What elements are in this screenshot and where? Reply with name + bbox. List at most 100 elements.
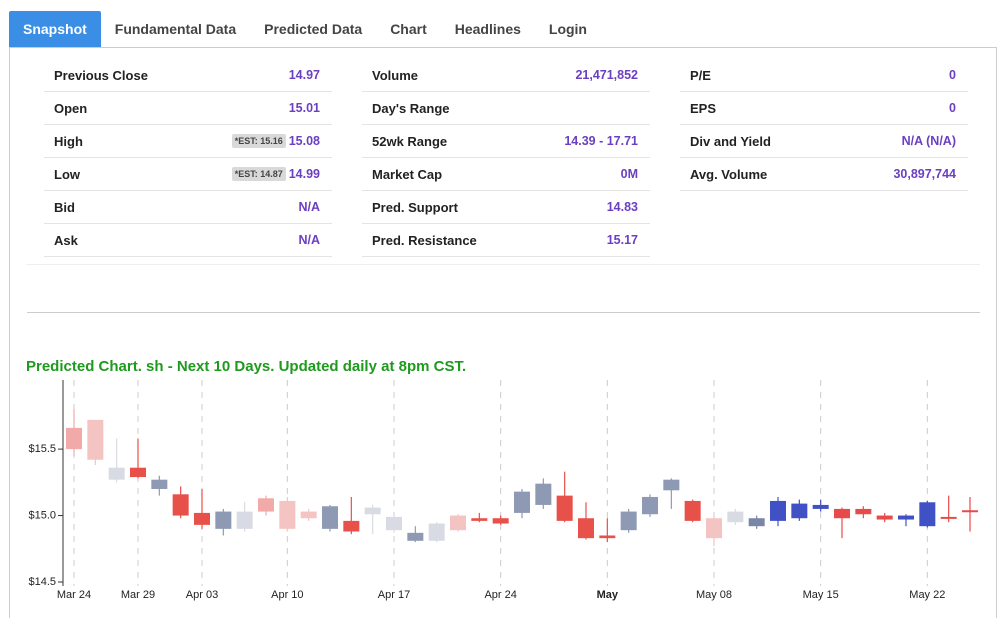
tab-bar: Snapshot Fundamental Data Predicted Data Ch… <box>9 11 601 47</box>
est-badge: *EST: 14.87 <box>231 167 286 181</box>
candle-body <box>492 518 509 524</box>
stat-label: Market Cap <box>372 166 443 182</box>
y-tick-label: $15.5 <box>28 443 56 455</box>
candle-body <box>66 427 82 450</box>
candle-body <box>599 535 616 539</box>
candle-body <box>620 511 637 531</box>
candle-body <box>855 508 872 515</box>
candle-body <box>898 515 914 520</box>
tab[interactable]: Login <box>548 21 587 37</box>
stat-value: 14.83 <box>606 200 638 214</box>
candle-body <box>642 496 658 515</box>
stats-row: Bid N/A <box>44 191 332 224</box>
candle-body <box>87 419 104 460</box>
candle-body <box>108 467 125 480</box>
stats-row: Avg. Volume 30,897,744 <box>680 158 968 191</box>
stat-value: 14.97 <box>288 68 320 82</box>
candle-body <box>236 511 253 529</box>
stat-label: Day's Range <box>372 100 450 116</box>
snapshot-panel: Previous Close 14.97 Open 15.01 High *EST: 15… <box>9 47 997 618</box>
candle-body <box>258 498 274 512</box>
y-tick-label: $14.5 <box>28 576 56 588</box>
stats-row: P/E 0 <box>680 59 968 92</box>
stats-row: EPS 0 <box>680 92 968 125</box>
stat-value: 21,471,852 <box>575 68 638 82</box>
candle-body <box>748 518 765 527</box>
stat-value: 0M <box>620 167 638 181</box>
stat-value: 15.01 <box>288 101 320 115</box>
x-tick-label: Apr 24 <box>484 589 516 601</box>
candle-body <box>471 518 488 521</box>
candle-body <box>727 511 744 523</box>
stat-label: Pred. Resistance <box>372 232 477 248</box>
stats-row: Div and Yield N/A (N/A) <box>680 125 968 158</box>
stats-row: High *EST: 15.16 15.08 <box>44 125 332 158</box>
stats-row: Day's Range <box>362 92 650 125</box>
stat-label: Div and Yield <box>690 133 771 149</box>
divider <box>27 312 980 313</box>
x-tick-label: Apr 17 <box>378 589 410 601</box>
candle-body <box>130 467 146 478</box>
candle-body <box>450 515 466 531</box>
stat-value: N/A <box>298 233 320 247</box>
candle-body <box>151 479 168 489</box>
stat-value: 15.08 <box>288 134 320 148</box>
stat-label: Bid <box>54 199 75 215</box>
candle-body <box>791 503 808 519</box>
x-tick-label: Apr 03 <box>186 589 218 601</box>
candle-body <box>812 504 829 509</box>
stat-label: Low <box>54 166 80 182</box>
candle-body <box>684 500 701 521</box>
tab[interactable]: Fundamental Data <box>114 21 237 37</box>
stat-value: 30,897,744 <box>893 167 956 181</box>
candle-body <box>343 520 360 532</box>
candle-body <box>919 502 936 527</box>
stat-value: 14.99 <box>288 167 320 181</box>
est-badge: *EST: 15.16 <box>231 134 286 148</box>
stat-value: N/A <box>298 200 320 214</box>
candle-body <box>364 507 381 515</box>
stats-row: Low *EST: 14.87 14.99 <box>44 158 332 191</box>
candle-body <box>300 511 317 519</box>
candle-body <box>556 495 573 521</box>
chart-title: Predicted Chart. sh - Next 10 Days. Upda… <box>26 358 466 375</box>
stat-label: EPS <box>690 100 717 116</box>
candle-body <box>172 494 189 516</box>
stat-value: 0 <box>949 101 956 115</box>
stat-value: 15.17 <box>606 233 638 247</box>
candle-body <box>770 500 786 521</box>
x-tick-label: Mar 29 <box>121 589 155 601</box>
x-tick-label: Mar 24 <box>57 589 91 601</box>
stat-value: 14.39 - 17.71 <box>564 134 638 148</box>
stat-label: Pred. Support <box>372 199 458 215</box>
tab[interactable]: Snapshot <box>9 11 101 47</box>
stats-row: Previous Close 14.97 <box>44 59 332 92</box>
candle-body <box>578 518 594 539</box>
candle-body <box>194 512 210 525</box>
x-tick-label: May <box>597 589 619 601</box>
candle-body <box>279 500 296 529</box>
candle-body <box>535 483 552 505</box>
candle-body <box>215 511 232 529</box>
stats-row: Volume 21,471,852 <box>362 59 650 92</box>
stat-label: P/E <box>690 67 711 83</box>
stats-row: Pred. Support 14.83 <box>362 191 650 224</box>
stat-value: 0 <box>949 68 956 82</box>
stats-row: 52wk Range 14.39 - 17.71 <box>362 125 650 158</box>
candle-body <box>940 516 957 519</box>
candle-body <box>428 523 445 541</box>
stats-column: Previous Close 14.97 Open 15.01 High *EST: 15… <box>44 59 332 257</box>
y-tick-label: $15.0 <box>28 509 56 521</box>
stat-label: Open <box>54 100 88 116</box>
candle-body <box>876 515 893 520</box>
x-tick-label: May 15 <box>803 589 839 601</box>
candle-body <box>407 532 424 541</box>
stats-row: Ask N/A <box>44 224 332 257</box>
candle-body <box>706 518 722 539</box>
tab[interactable]: Predicted Data <box>264 21 363 37</box>
tab[interactable]: Headlines <box>454 21 521 37</box>
tab[interactable]: Chart <box>390 21 427 37</box>
stat-value: N/A (N/A) <box>901 134 956 148</box>
candle-body <box>386 516 402 531</box>
